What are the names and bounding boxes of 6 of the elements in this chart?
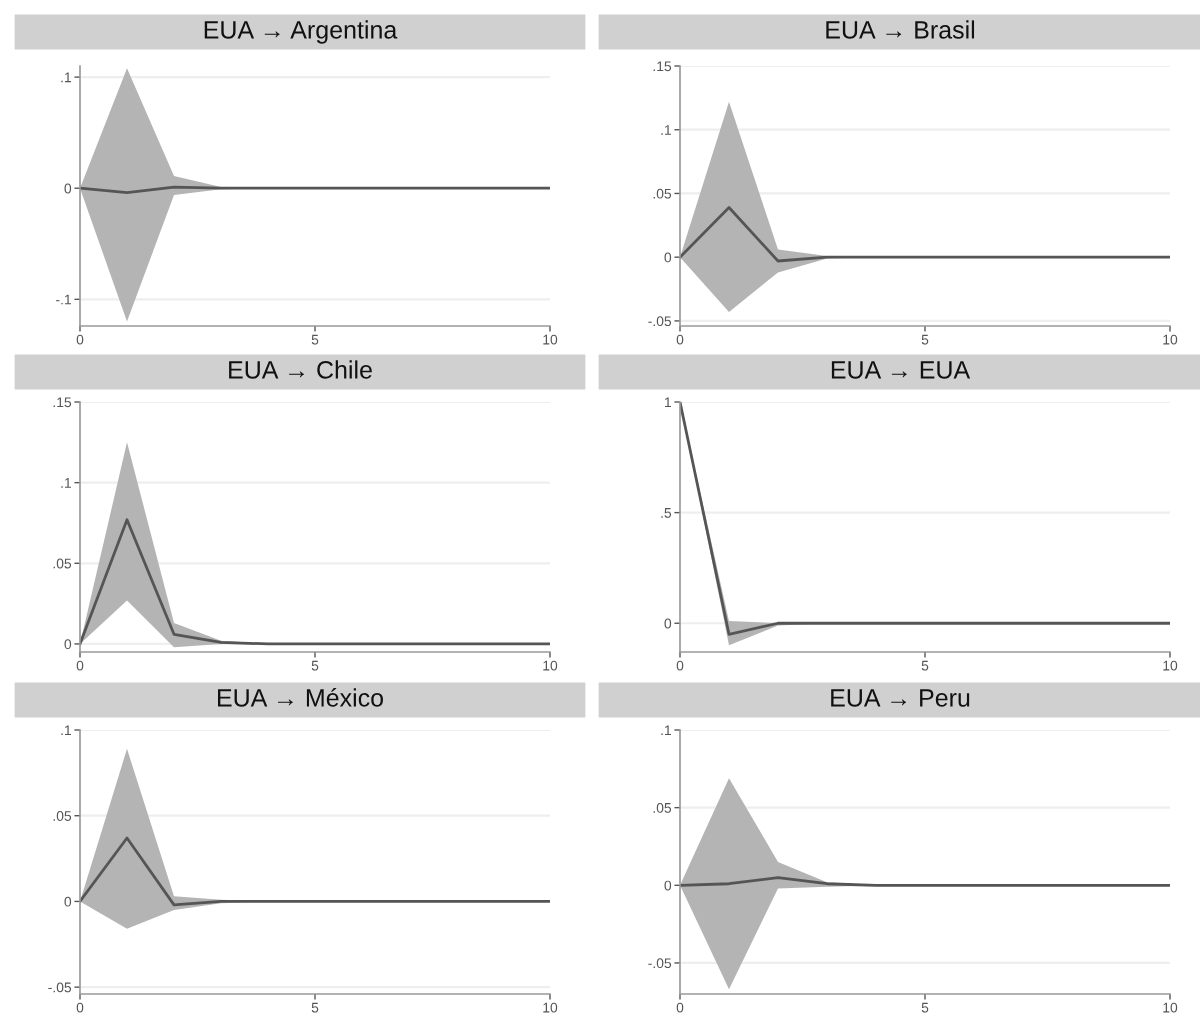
chart-title: EUA → Chile — [229, 360, 372, 379]
chart-title: EUA → Argentina — [204, 20, 398, 44]
chart-title: EUA → Brasil — [826, 20, 975, 39]
chart-title: EUA → México — [218, 688, 384, 707]
chart-title: EUA → Peru — [831, 689, 970, 707]
chart-title: EUA → EUA — [831, 361, 971, 379]
